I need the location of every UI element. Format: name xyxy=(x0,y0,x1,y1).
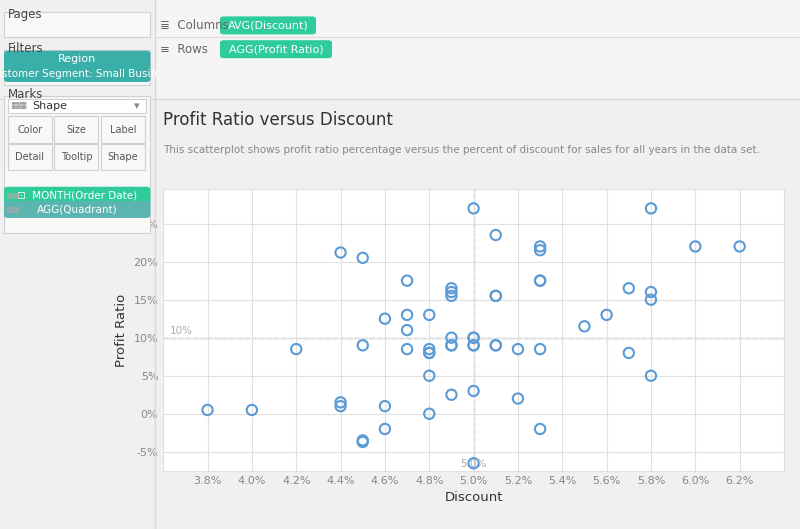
Point xyxy=(401,326,414,334)
Text: AVG(Discount): AVG(Discount) xyxy=(228,21,308,30)
Point xyxy=(490,341,502,350)
Point xyxy=(423,311,436,319)
Text: ≣  Columns: ≣ Columns xyxy=(160,19,229,32)
Point xyxy=(334,248,347,257)
Point xyxy=(356,436,369,444)
Point xyxy=(490,231,502,239)
Point xyxy=(645,204,658,213)
Point xyxy=(467,459,480,468)
Point xyxy=(401,277,414,285)
Text: ▾: ▾ xyxy=(134,102,139,111)
Text: AGG(Quadrant): AGG(Quadrant) xyxy=(37,205,118,214)
Point xyxy=(534,277,546,285)
Text: Shape: Shape xyxy=(107,152,138,162)
Point xyxy=(334,398,347,407)
Text: Shape: Shape xyxy=(32,102,67,111)
Point xyxy=(467,333,480,342)
Text: This scatterplot shows profit ratio percentage versus the percent of discount fo: This scatterplot shows profit ratio perc… xyxy=(163,145,760,155)
Point xyxy=(511,345,524,353)
Point xyxy=(645,288,658,296)
Point xyxy=(246,406,258,414)
Point xyxy=(445,288,458,296)
Point xyxy=(511,394,524,403)
Point xyxy=(423,345,436,353)
Point xyxy=(534,425,546,433)
Text: 5.0%: 5.0% xyxy=(461,459,486,469)
Point xyxy=(467,387,480,395)
Point xyxy=(401,311,414,319)
Point xyxy=(467,333,480,342)
Text: 10%: 10% xyxy=(170,326,193,336)
Point xyxy=(290,345,302,353)
Point xyxy=(534,345,546,353)
Point xyxy=(378,314,391,323)
Point xyxy=(467,341,480,350)
Text: Customer Segment: Small Busin...: Customer Segment: Small Busin... xyxy=(0,69,167,78)
Point xyxy=(445,333,458,342)
Point xyxy=(445,341,458,350)
Point xyxy=(467,204,480,213)
Point xyxy=(490,341,502,350)
Point xyxy=(534,242,546,251)
Point xyxy=(423,349,436,357)
Y-axis label: Profit Ratio: Profit Ratio xyxy=(115,294,128,367)
Point xyxy=(645,371,658,380)
Point xyxy=(467,341,480,350)
Point xyxy=(490,291,502,300)
Text: Pages: Pages xyxy=(8,8,42,21)
Point xyxy=(534,277,546,285)
Point xyxy=(356,341,369,350)
Point xyxy=(490,291,502,300)
Point xyxy=(423,349,436,357)
Text: Size: Size xyxy=(66,125,86,135)
Text: ≡  Rows: ≡ Rows xyxy=(160,43,208,56)
Point xyxy=(356,253,369,262)
Point xyxy=(734,242,746,251)
Text: Marks: Marks xyxy=(8,88,43,101)
Point xyxy=(445,341,458,350)
Text: ▦▦: ▦▦ xyxy=(5,205,19,214)
Point xyxy=(423,409,436,418)
Point xyxy=(445,284,458,293)
Point xyxy=(689,242,702,251)
Text: Filters: Filters xyxy=(8,42,44,55)
Text: ▦▦: ▦▦ xyxy=(10,101,27,111)
Text: Color: Color xyxy=(18,125,42,135)
Text: Detail: Detail xyxy=(15,152,45,162)
Text: ⊡  MONTH(Order Date): ⊡ MONTH(Order Date) xyxy=(17,190,138,200)
Point xyxy=(378,425,391,433)
X-axis label: Discount: Discount xyxy=(444,491,503,504)
Point xyxy=(622,349,635,357)
Point xyxy=(356,437,369,446)
Point xyxy=(534,246,546,254)
Point xyxy=(578,322,591,331)
Text: Region: Region xyxy=(58,54,96,64)
Point xyxy=(401,345,414,353)
Point xyxy=(622,284,635,293)
Text: Tooltip: Tooltip xyxy=(61,152,92,162)
Point xyxy=(201,406,214,414)
Point xyxy=(445,390,458,399)
Text: AGG(Profit Ratio): AGG(Profit Ratio) xyxy=(229,44,323,54)
Text: Profit Ratio versus Discount: Profit Ratio versus Discount xyxy=(163,111,393,129)
Point xyxy=(334,402,347,411)
Point xyxy=(645,295,658,304)
Point xyxy=(423,371,436,380)
Text: Label: Label xyxy=(110,125,136,135)
Point xyxy=(445,291,458,300)
Text: ▦▦: ▦▦ xyxy=(5,190,19,200)
Point xyxy=(378,402,391,411)
Point xyxy=(600,311,613,319)
